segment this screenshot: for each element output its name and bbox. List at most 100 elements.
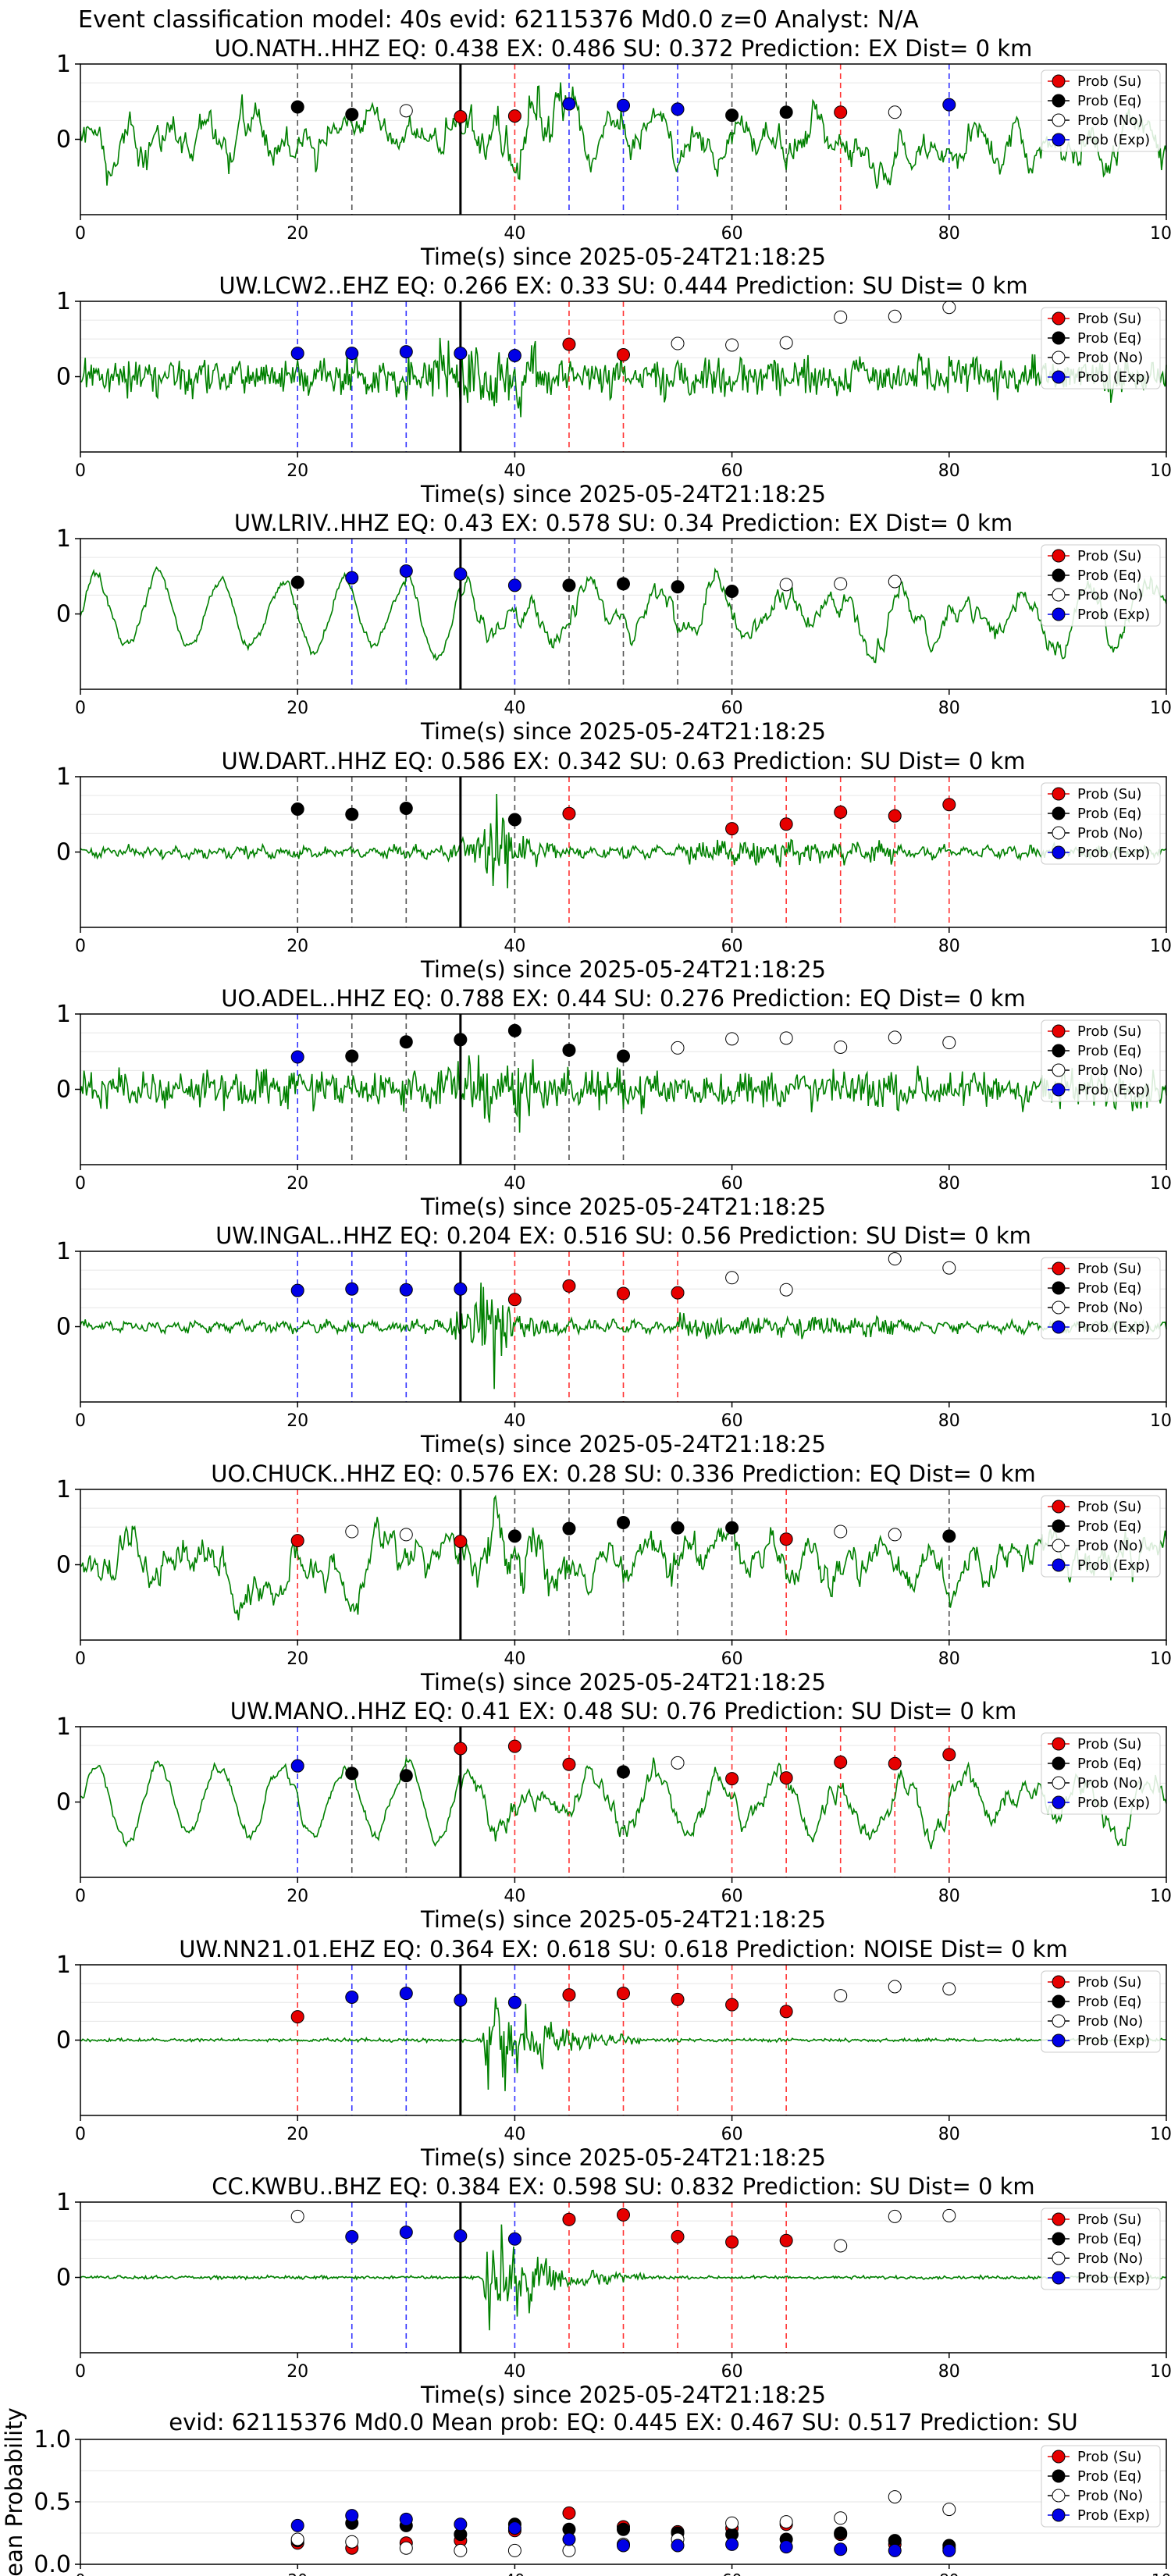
- x-tick-label: 100: [1151, 2571, 1171, 2576]
- station-panel-8: UW.MANO..HHZ EQ: 0.41 EX: 0.48 SU: 0.76 …: [56, 1698, 1171, 1933]
- prob-point-exp: [290, 347, 304, 361]
- legend-marker-su: [1052, 1261, 1066, 1276]
- mean-probability-panel: evid: 62115376 Md0.0 Mean prob: EQ: 0.44…: [1, 2407, 1171, 2576]
- legend-marker-su: [1052, 1737, 1066, 1751]
- mean-point-eq: [617, 2522, 630, 2536]
- x-tick-label: 80: [938, 461, 960, 481]
- prob-point-no: [671, 336, 685, 350]
- panel-title: evid: 62115376 Md0.0 Mean prob: EQ: 0.44…: [169, 2409, 1077, 2435]
- prob-point-no: [888, 1030, 902, 1044]
- prob-point-eq: [507, 1023, 521, 1037]
- prob-point-exp: [454, 347, 468, 361]
- prob-point-su: [671, 1992, 685, 2006]
- legend-marker-exp: [1052, 607, 1066, 621]
- y-tick-label: 0.5: [34, 2489, 71, 2516]
- legend-marker-no: [1052, 588, 1066, 602]
- prob-point-no: [725, 1032, 739, 1046]
- prob-point-su: [834, 1755, 848, 1769]
- prob-point-no: [834, 1040, 848, 1054]
- prob-point-exp: [454, 1282, 468, 1296]
- prob-point-eq: [617, 1049, 630, 1063]
- mean-probability-panel-legend: Prob (Su) Prob (Eq) Prob (No) Prob (Exp): [1041, 2445, 1161, 2528]
- legend-label-eq: Prob (Eq): [1077, 1280, 1142, 1297]
- legend-frame: [1041, 782, 1161, 865]
- prob-point-no: [779, 336, 793, 350]
- prob-point-eq: [671, 580, 685, 594]
- legend-marker-su: [1052, 549, 1066, 563]
- x-tick-label: 20: [287, 1174, 308, 1194]
- legend-marker-eq: [1052, 2469, 1066, 2483]
- legend-label-su: Prob (Su): [1077, 548, 1142, 564]
- legend-label-su: Prob (Su): [1077, 73, 1142, 90]
- legend-label-exp: Prob (Exp): [1077, 2033, 1150, 2049]
- legend-label-exp: Prob (Exp): [1077, 1082, 1150, 1098]
- mean-point-su: [562, 2506, 576, 2520]
- prob-point-no: [725, 1271, 739, 1285]
- x-tick-label: 60: [721, 699, 743, 718]
- x-tick-label: 40: [504, 1174, 525, 1194]
- prob-point-no: [942, 2208, 956, 2222]
- legend-label-no: Prob (No): [1077, 1300, 1143, 1316]
- mean-point-exp: [725, 2537, 739, 2551]
- legend-marker-no: [1052, 2489, 1066, 2503]
- y-tick-label: 1: [56, 525, 71, 553]
- prob-point-no: [725, 338, 739, 352]
- legend-label-no: Prob (No): [1077, 2488, 1143, 2504]
- x-tick-label: 40: [504, 1411, 525, 1431]
- legend-marker-exp: [1052, 1795, 1066, 1809]
- station-panel-1: UO.NATH..HHZ EQ: 0.438 EX: 0.486 SU: 0.3…: [56, 35, 1171, 270]
- panel-title: UO.CHUCK..HHZ EQ: 0.576 EX: 0.28 SU: 0.3…: [211, 1461, 1036, 1487]
- x-tick-label: 80: [938, 1411, 960, 1431]
- station-panel-10-legend: Prob (Su) Prob (Eq) Prob (No) Prob (Exp): [1041, 2208, 1161, 2290]
- x-tick-label: 80: [939, 2571, 959, 2576]
- legend-frame: [1041, 69, 1161, 152]
- legend-label-su: Prob (Su): [1077, 311, 1142, 327]
- prob-point-eq: [454, 1033, 468, 1047]
- y-tick-label: 0: [56, 126, 71, 154]
- station-panel-3: UW.LRIV..HHZ EQ: 0.43 EX: 0.578 SU: 0.34…: [56, 510, 1171, 745]
- x-tick-label: 20: [287, 461, 308, 481]
- prob-point-no: [888, 105, 902, 119]
- prob-point-exp: [345, 1282, 359, 1296]
- station-panel-8-legend: Prob (Su) Prob (Eq) Prob (No) Prob (Exp): [1041, 1732, 1161, 1815]
- prob-point-su: [942, 798, 956, 812]
- legend-marker-eq: [1052, 2232, 1066, 2246]
- prob-point-su: [562, 1988, 576, 2002]
- mean-point-exp: [507, 2521, 521, 2535]
- prob-point-exp: [345, 347, 359, 361]
- x-tick-label: 100: [1150, 2125, 1171, 2144]
- prob-point-no: [671, 1756, 685, 1770]
- mean-point-exp: [834, 2542, 848, 2556]
- station-panel-4-legend: Prob (Su) Prob (Eq) Prob (No) Prob (Exp): [1041, 782, 1161, 865]
- prob-point-su: [562, 2212, 576, 2226]
- legend-label-eq: Prob (Eq): [1077, 806, 1142, 822]
- x-axis-label: Time(s) since 2025-05-24T21:18:25: [420, 1906, 826, 1933]
- prob-point-eq: [290, 100, 304, 114]
- prob-point-no: [345, 1525, 359, 1539]
- prob-point-su: [454, 1742, 468, 1756]
- legend-marker-eq: [1052, 1756, 1066, 1770]
- legend-marker-eq: [1052, 331, 1066, 345]
- x-tick-label: 60: [721, 1887, 743, 1906]
- x-tick-label: 100: [1150, 1174, 1171, 1194]
- x-tick-label: 20: [287, 2125, 308, 2144]
- x-tick-label: 0: [76, 2571, 86, 2576]
- legend-marker-eq: [1052, 94, 1066, 108]
- waveform-trace: [80, 793, 1167, 889]
- prob-point-no: [888, 1980, 902, 1994]
- legend-frame: [1041, 307, 1161, 390]
- mean-point-exp: [942, 2543, 956, 2557]
- station-panel-3-legend: Prob (Su) Prob (Eq) Prob (No) Prob (Exp): [1041, 544, 1161, 627]
- prob-point-eq: [345, 1767, 359, 1781]
- legend-label-eq: Prob (Eq): [1077, 330, 1142, 347]
- panel-title: UW.LRIV..HHZ EQ: 0.43 EX: 0.578 SU: 0.34…: [234, 510, 1013, 536]
- x-tick-label: 80: [938, 224, 960, 244]
- panel-title: UW.MANO..HHZ EQ: 0.41 EX: 0.48 SU: 0.76 …: [230, 1698, 1016, 1724]
- prob-point-exp: [942, 98, 956, 112]
- x-axis-label: Time(s) since 2025-05-24T21:18:25: [420, 244, 826, 270]
- waveform-trace: [80, 1997, 1166, 2091]
- legend-label-su: Prob (Su): [1077, 1736, 1142, 1752]
- prob-point-no: [779, 578, 793, 592]
- x-tick-label: 100: [1150, 2362, 1171, 2382]
- prob-point-exp: [399, 1283, 413, 1297]
